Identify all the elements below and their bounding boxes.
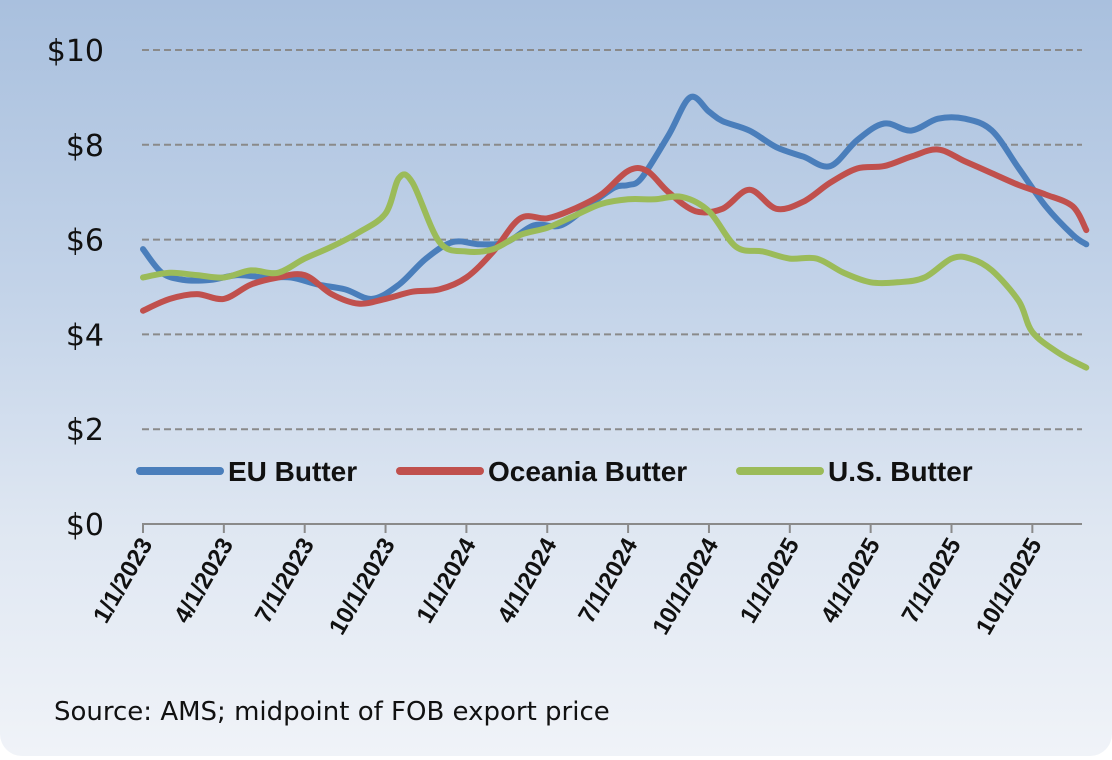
legend-label: Oceania Butter xyxy=(488,456,687,487)
x-tick-label: 10/1/2024 xyxy=(647,533,724,640)
legend-label: U.S. Butter xyxy=(828,456,973,487)
y-tick-label: $8 xyxy=(66,129,104,164)
y-tick-label: $6 xyxy=(66,224,104,259)
x-tick-label: 7/1/2023 xyxy=(250,534,320,628)
x-tick-label: 10/1/2023 xyxy=(324,534,401,640)
x-tick-label: 10/1/2025 xyxy=(971,534,1048,640)
x-tick-label: 4/1/2023 xyxy=(169,534,239,628)
legend-label: EU Butter xyxy=(228,456,357,487)
y-tick-label: $2 xyxy=(66,413,104,448)
x-tick-label: 1/1/2025 xyxy=(735,534,805,628)
y-tick-label: $10 xyxy=(47,34,104,69)
x-tick-label: 7/1/2024 xyxy=(573,533,643,628)
series-line-u-s-butter xyxy=(140,171,1090,371)
series-line-eu-butter xyxy=(140,93,1090,302)
y-tick-label: $0 xyxy=(66,508,104,543)
x-tick-label: 1/1/2023 xyxy=(88,534,158,628)
x-tick-label: 4/1/2024 xyxy=(492,533,562,628)
series-line-oceania-butter xyxy=(140,146,1090,314)
x-tick-label: 4/1/2025 xyxy=(816,534,886,628)
x-tick-label: 7/1/2025 xyxy=(897,534,967,628)
y-tick-label: $4 xyxy=(66,318,104,353)
source-note: Source: AMS; midpoint of FOB export pric… xyxy=(54,697,610,727)
x-tick-label: 1/1/2024 xyxy=(412,533,482,628)
